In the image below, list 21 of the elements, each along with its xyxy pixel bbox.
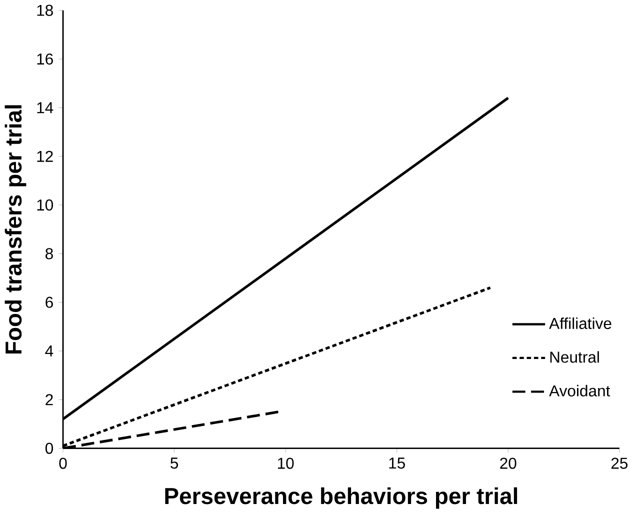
y-tick-label: 6 [46, 296, 53, 308]
y-tick-label: 0 [45, 442, 53, 454]
x-tick-label: 20 [500, 458, 516, 470]
y-tick-label: 16 [37, 54, 53, 65]
y-tick-label: 8 [46, 248, 53, 260]
x-tick-label: 10 [278, 458, 294, 470]
y-tick-label: 10 [37, 200, 53, 211]
x-tick-label: 0 [59, 458, 67, 470]
x-tick-label: 15 [389, 458, 405, 469]
legend-label: Avoidant [549, 385, 610, 397]
y-tick-label: 2 [46, 394, 53, 406]
y-tick-label: 4 [45, 346, 54, 357]
x-axis-title: Perseverance behaviors per trial [165, 488, 518, 509]
y-axis-title: Food transfers per trial [4, 105, 26, 354]
x-tick-label: 25 [611, 458, 628, 470]
y-tick-label: 12 [37, 151, 53, 162]
legend-label: Neutral [550, 351, 599, 363]
y-tick-label: 18 [37, 5, 53, 16]
x-tick-label: 5 [170, 458, 178, 469]
y-tick-label: 14 [37, 102, 54, 114]
legend-label: Affiliative [549, 318, 612, 330]
